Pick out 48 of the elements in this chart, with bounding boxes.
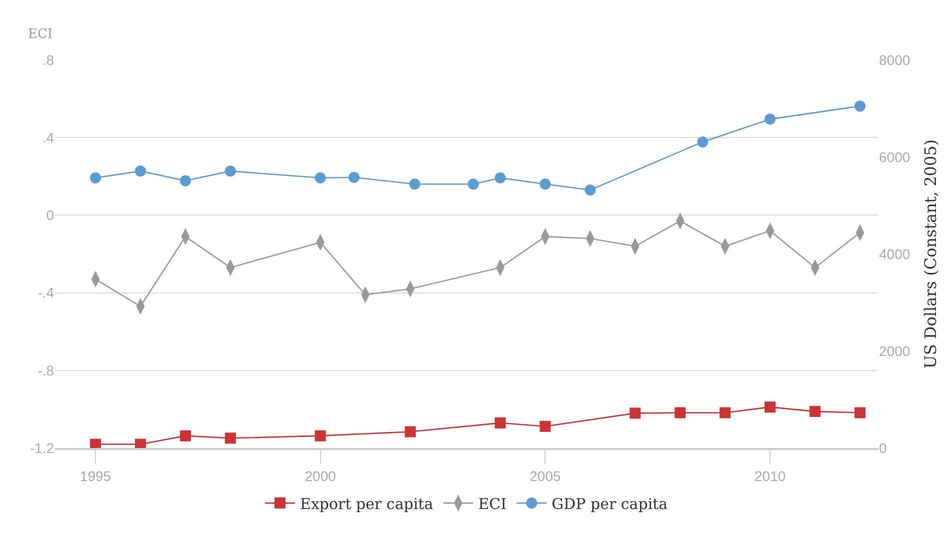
y-tick-label: .8 xyxy=(42,52,54,68)
point xyxy=(540,178,551,190)
point xyxy=(494,172,506,184)
y2-tick-label: 8000 xyxy=(879,52,910,68)
point xyxy=(764,114,776,125)
y-tick-label: -.4 xyxy=(38,284,54,301)
point xyxy=(404,426,416,438)
point xyxy=(674,407,686,418)
y2-tick-label: 4000 xyxy=(879,246,910,262)
x-tick-label: 1995 xyxy=(80,468,112,484)
point xyxy=(697,136,708,148)
x-tick-label: 2000 xyxy=(304,468,336,484)
y2-tick-label: 0 xyxy=(879,440,887,456)
point xyxy=(764,402,776,413)
y2-axis-title: US Dollars (Constant, 2005) xyxy=(921,139,940,369)
legend-label: GDP per capita xyxy=(552,494,668,513)
point xyxy=(314,172,326,184)
y2-tick-label: 6000 xyxy=(879,148,910,165)
point xyxy=(720,407,731,418)
point xyxy=(468,178,479,190)
point xyxy=(180,430,191,442)
point xyxy=(90,172,101,184)
point xyxy=(630,408,641,419)
point xyxy=(348,172,360,183)
y2-tick-label: 2000 xyxy=(879,342,910,359)
point xyxy=(810,406,821,417)
point xyxy=(854,407,866,418)
point xyxy=(854,100,866,112)
y-tick-label: .4 xyxy=(42,130,54,146)
y-tick-label: -.8 xyxy=(38,362,54,378)
point xyxy=(134,438,146,448)
point xyxy=(409,178,420,190)
legend-label: Export per capita xyxy=(300,494,434,513)
x-tick-label: 2010 xyxy=(754,468,786,484)
y-axis-title: ECI xyxy=(28,27,53,42)
point xyxy=(314,430,326,442)
point xyxy=(584,184,596,196)
y-tick-label: -1.2 xyxy=(30,440,54,456)
y-tick-label: 0 xyxy=(46,207,54,224)
point xyxy=(180,175,191,186)
point xyxy=(540,420,551,432)
point xyxy=(134,166,146,177)
point xyxy=(90,438,101,448)
point xyxy=(494,417,506,428)
point xyxy=(224,166,236,177)
point xyxy=(224,432,236,444)
legend-label: ECI xyxy=(478,494,507,513)
x-tick-label: 2005 xyxy=(530,468,561,484)
